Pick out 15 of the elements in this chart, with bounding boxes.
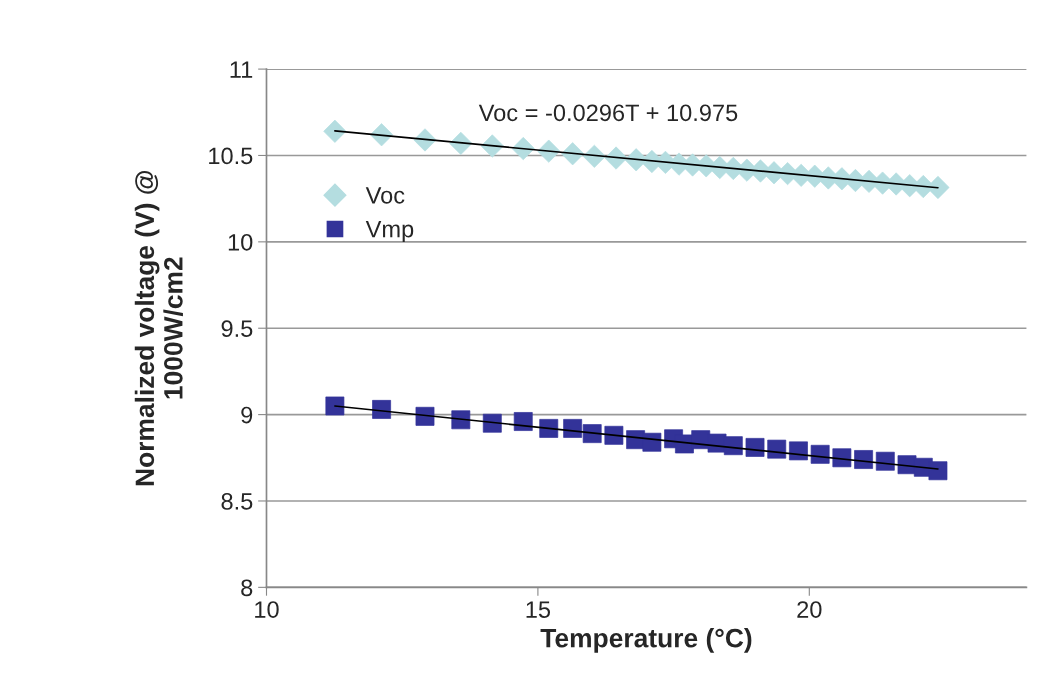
x-tick-label: 20 [797, 601, 822, 618]
y-tick-label: 8.5 [221, 493, 253, 510]
x-tick-label: 10 [255, 601, 279, 618]
x-tick-label: 15 [526, 601, 551, 618]
y-tick-label: 9.5 [221, 320, 253, 338]
x-axis-title: Temperature (°C) [540, 628, 752, 653]
y-tick-label: 9 [241, 406, 253, 424]
y-tick-label: 11 [230, 61, 253, 78]
y-axis-title: Normalized voltage (V) @ 1000W/cm2 [134, 170, 183, 486]
legend-label: Voc [365, 187, 405, 204]
legend-label: Vmp [365, 220, 414, 243]
y-tick-label: 8 [241, 579, 253, 597]
y-tick-label: 10.5 [209, 147, 253, 165]
annotation: Voc = -0.0296T + 10.975 [478, 104, 738, 122]
y-tick-label: 10 [228, 233, 253, 251]
